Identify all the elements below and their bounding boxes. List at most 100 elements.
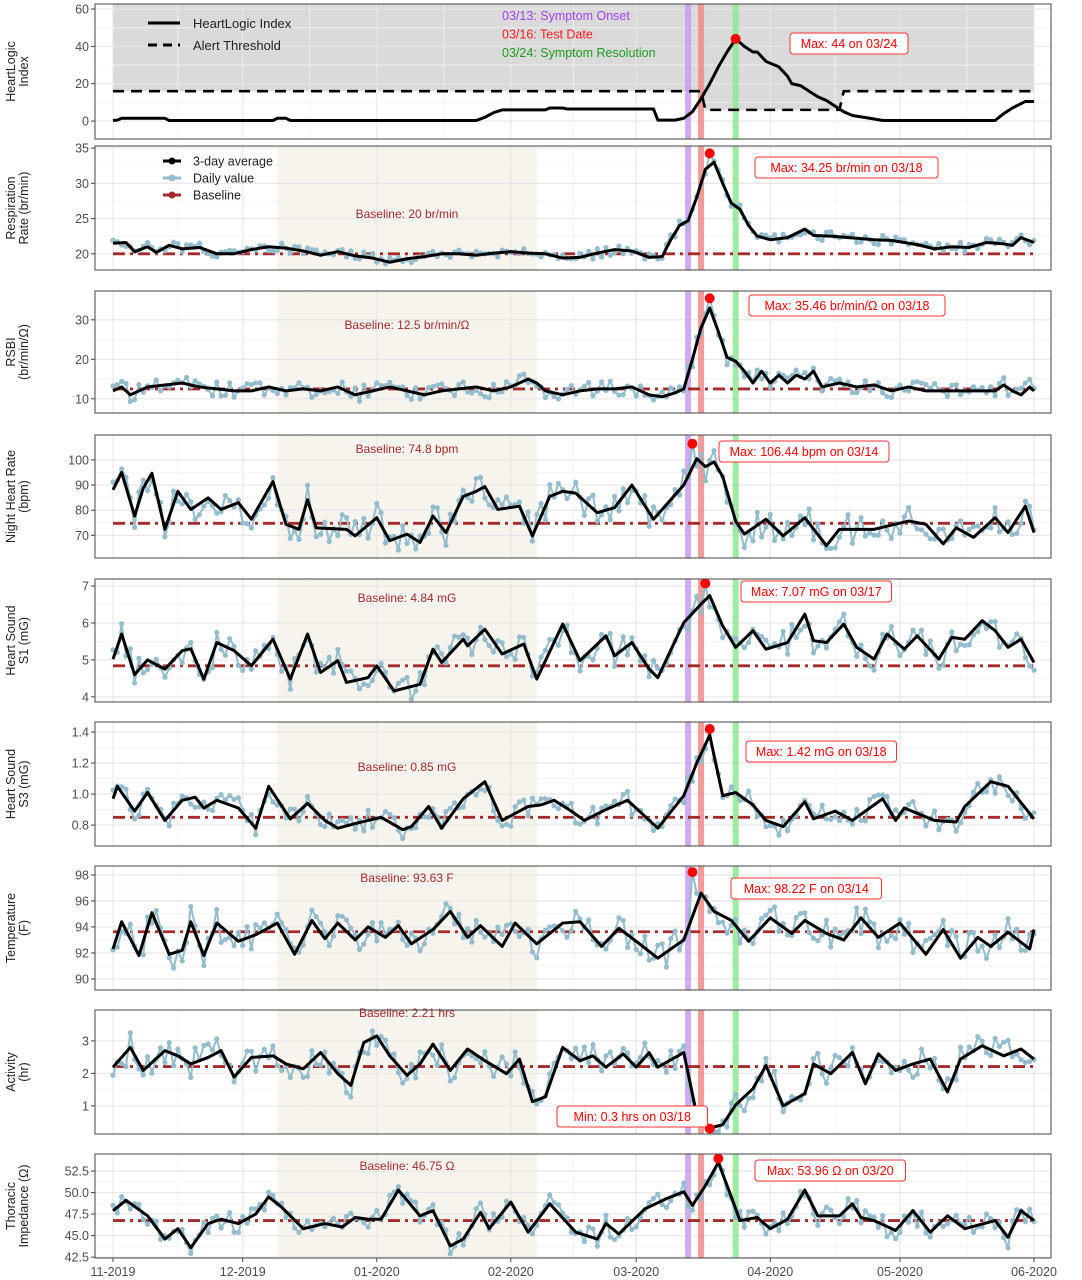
daily-value-point [374, 380, 380, 386]
daily-value-point [923, 823, 929, 829]
daily-value-point [127, 1206, 133, 1212]
daily-value-point [741, 374, 747, 380]
three-day-average-line [112, 160, 1035, 264]
daily-value-point [473, 918, 479, 924]
daily-value-point [499, 640, 505, 646]
daily-value-point [192, 804, 198, 810]
daily-value-point [568, 382, 574, 389]
daily-value-point [854, 390, 860, 396]
daily-value-point [434, 382, 440, 388]
daily-value-point [871, 667, 877, 673]
y-axis-label: S3 (mG) [17, 760, 31, 807]
daily-value-point [343, 515, 350, 521]
daily-value-point [888, 1229, 894, 1235]
daily-value-point [521, 797, 527, 803]
daily-value-point [586, 1224, 592, 1230]
daily-value-point [244, 521, 250, 527]
baseline-label: Baseline: 46.75 Ω [359, 1159, 454, 1173]
daily-value-point [339, 246, 345, 253]
daily-value-point [906, 505, 912, 511]
baseline-label: Baseline: 12.5 br/min/Ω [344, 318, 469, 332]
daily-value-point [240, 385, 246, 391]
y-axis-label: Thoracic [4, 1182, 18, 1230]
daily-value-point [810, 935, 817, 941]
daily-value-point [590, 393, 596, 399]
daily-value-point [983, 1050, 990, 1056]
daily-value-point [244, 923, 250, 930]
daily-value-point [248, 946, 254, 952]
daily-value-point [490, 1073, 497, 1080]
daily-value-point [573, 1045, 579, 1051]
daily-value-point [845, 1063, 851, 1069]
daily-value-point [1031, 810, 1037, 816]
daily-value-point [521, 246, 527, 252]
event-band [698, 291, 705, 413]
extreme-annotation-label: Max: 44 on 03/24 [801, 37, 898, 51]
daily-value-point [577, 250, 583, 256]
daily-value-point [270, 1192, 276, 1199]
daily-value-point [806, 506, 812, 512]
daily-value-point [365, 931, 371, 938]
daily-value-point [447, 511, 453, 517]
daily-value-point [248, 381, 254, 388]
daily-value-point [659, 389, 665, 395]
daily-value-point [737, 1102, 743, 1109]
daily-value-point [577, 916, 583, 922]
daily-value-point [482, 1049, 488, 1055]
daily-value-point [862, 818, 868, 824]
daily-value-point [763, 524, 769, 530]
daily-value-point [495, 817, 501, 823]
daily-value-point [577, 821, 583, 827]
daily-value-point [763, 824, 769, 830]
daily-value-point [607, 1234, 613, 1240]
daily-value-point [992, 393, 998, 399]
daily-value-point [918, 1209, 925, 1215]
daily-value-point [906, 801, 912, 808]
daily-value-point [724, 1192, 730, 1198]
daily-value-point [434, 1062, 440, 1068]
daily-value-point [957, 239, 964, 245]
daily-value-point [188, 903, 194, 910]
three-day-average-line [111, 1034, 1035, 1130]
daily-value-point [741, 644, 747, 651]
daily-value-point [1005, 916, 1011, 922]
daily-value-point [538, 796, 544, 802]
event-band [732, 4, 739, 139]
daily-value-point [681, 1043, 687, 1049]
daily-value-point [1018, 385, 1024, 391]
daily-value-point [767, 384, 773, 391]
daily-value-point [650, 658, 657, 664]
extreme-point [704, 148, 715, 159]
alert-threshold-line [113, 89, 1035, 112]
daily-value-point [395, 1184, 401, 1190]
daily-value-point [862, 906, 868, 912]
daily-value-point [741, 544, 747, 550]
daily-value-point [979, 943, 985, 949]
daily-value-point [759, 376, 765, 382]
daily-value-point [711, 447, 717, 454]
daily-value-point [179, 501, 185, 507]
daily-value-point [624, 652, 631, 658]
daily-value-point [534, 955, 540, 961]
daily-value-point [944, 1076, 951, 1082]
daily-value-point [516, 373, 523, 379]
daily-value-point [144, 1053, 151, 1060]
daily-value-point [248, 1048, 254, 1054]
y-tick-label: 1.2 [72, 757, 89, 771]
daily-value-point [451, 800, 458, 806]
daily-value-point [1031, 667, 1037, 673]
daily-value-point [227, 247, 233, 253]
daily-value-point [823, 816, 830, 822]
daily-value-point [802, 623, 808, 629]
daily-value-point [261, 1207, 267, 1213]
daily-value-point [365, 535, 371, 541]
daily-value-point [875, 380, 881, 386]
daily-value-point [620, 634, 626, 640]
three-day-average-line [112, 306, 1036, 399]
daily-value-point [676, 947, 683, 953]
daily-value-point [525, 1222, 531, 1229]
event-band [698, 866, 705, 990]
daily-value-point [862, 1208, 868, 1214]
daily-value-point [953, 933, 959, 940]
